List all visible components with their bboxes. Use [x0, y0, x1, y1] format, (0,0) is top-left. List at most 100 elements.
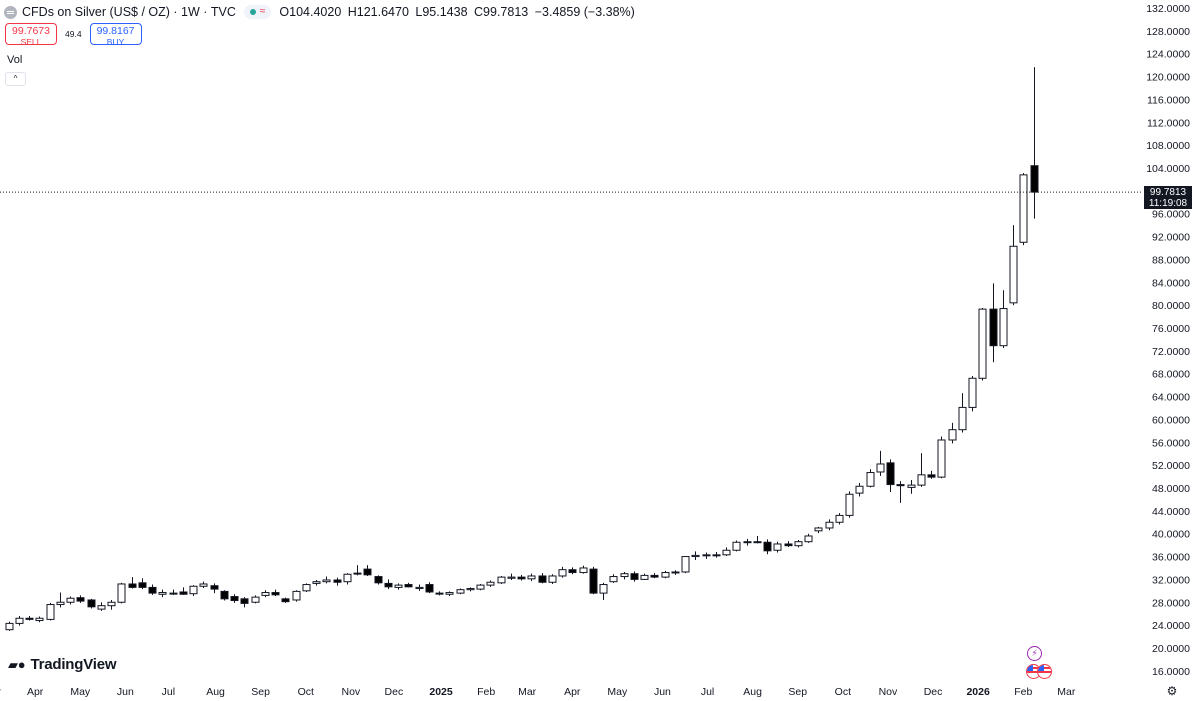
candle-body	[466, 588, 475, 591]
x-tick-label: Sep	[788, 686, 807, 698]
candle-body	[322, 579, 331, 583]
x-tick-label: Jun	[654, 686, 671, 698]
candle-body	[517, 576, 526, 580]
candle-body	[210, 585, 219, 590]
x-tick-label: Mar	[518, 686, 537, 698]
y-tick-label: 108.0000	[1146, 140, 1190, 152]
tradingview-logo[interactable]: ▰● TradingView	[8, 656, 117, 673]
candle-body	[1009, 245, 1018, 304]
candle-body	[794, 541, 803, 547]
x-tick-label: 2025	[429, 686, 453, 698]
volume-indicator-label[interactable]: Vol	[7, 54, 23, 66]
candle-body	[958, 406, 967, 431]
candle-body	[251, 596, 260, 603]
y-tick-label: 16.0000	[1152, 666, 1190, 678]
exchange: TVC	[210, 5, 236, 19]
candle-body	[527, 575, 536, 580]
x-tick-label: ar	[0, 686, 1, 698]
candle-body	[814, 527, 823, 532]
y-tick-label: 28.0000	[1152, 597, 1190, 609]
us-flag-event-icon-2[interactable]	[1037, 664, 1052, 679]
candle-body	[158, 592, 167, 595]
interval[interactable]: 1W	[181, 5, 200, 19]
candle-body	[353, 572, 362, 575]
candle-body	[281, 598, 290, 603]
y-tick-label: 32.0000	[1152, 574, 1190, 586]
gear-icon[interactable]: ⚙	[1166, 684, 1178, 698]
y-tick-label: 124.0000	[1146, 49, 1190, 61]
candle-body	[804, 535, 813, 543]
candle-body	[456, 589, 465, 594]
x-tick-label: Apr	[564, 686, 581, 698]
candle-body	[404, 584, 413, 588]
candle-body	[609, 576, 618, 583]
candle-body	[620, 573, 629, 578]
y-tick-label: 120.0000	[1146, 72, 1190, 84]
x-tick-label: Oct	[835, 686, 851, 698]
candle-body	[107, 601, 116, 607]
symbol-name[interactable]: CFDs on Silver (US$ / OZ)	[22, 5, 170, 19]
buy-price: 99.8167	[96, 25, 135, 37]
candle-body	[117, 583, 126, 603]
candle-body	[896, 484, 905, 487]
collapse-indicators-button[interactable]: ^	[5, 72, 26, 86]
candle-body	[384, 582, 393, 588]
candle-body	[476, 584, 485, 590]
bar-countdown: 11:19:08	[1148, 198, 1188, 209]
candle-body	[56, 601, 65, 606]
y-tick-label: 64.0000	[1152, 392, 1190, 404]
y-tick-label: 104.0000	[1146, 163, 1190, 175]
y-tick-label: 36.0000	[1152, 552, 1190, 564]
candle-body	[548, 575, 557, 583]
x-tick-label: May	[607, 686, 628, 698]
candle-body	[661, 572, 670, 578]
candle-body	[763, 541, 772, 552]
chevron-up-icon: ^	[13, 74, 18, 83]
y-tick-label: 112.0000	[1147, 117, 1190, 129]
x-tick-label: 2026	[966, 686, 990, 698]
candle-body	[240, 598, 249, 604]
candle-body	[486, 581, 495, 586]
high-value: H121.6470	[347, 5, 409, 19]
candle-body	[691, 554, 700, 558]
lightning-event-icon[interactable]: ⚡	[1027, 646, 1042, 661]
candle-body	[855, 485, 864, 494]
candle-body	[507, 576, 516, 579]
candle-body	[87, 599, 96, 608]
candle-body	[138, 582, 147, 588]
trade-buttons: 99.7673 SELL 49.4 99.8167 BUY	[5, 23, 142, 47]
x-tick-label: Oct	[298, 686, 314, 698]
candle-body	[394, 584, 403, 588]
candle-body	[753, 541, 762, 544]
data-delay-wave-icon: ≈	[259, 6, 266, 17]
y-tick-label: 76.0000	[1152, 323, 1190, 335]
candle-body	[599, 584, 608, 594]
candle-body	[978, 308, 987, 379]
candle-body	[568, 569, 577, 574]
open-value: O104.4020	[279, 5, 342, 19]
candle-body	[917, 474, 926, 486]
candle-body	[35, 617, 44, 622]
spread-value: 49.4	[65, 29, 82, 39]
candle-body	[445, 592, 454, 595]
buy-button[interactable]: 99.8167 BUY	[89, 23, 142, 47]
sell-button[interactable]: 99.7673 SELL	[5, 23, 57, 47]
candle-body	[722, 549, 731, 556]
x-tick-label: Apr	[27, 686, 44, 698]
x-tick-label: Dec	[385, 686, 404, 698]
candle-body	[25, 617, 34, 620]
y-tick-label: 128.0000	[1146, 26, 1190, 38]
candle-body	[230, 596, 239, 602]
last-price-value: 99.7813	[1149, 187, 1187, 198]
candle-body	[937, 439, 946, 478]
market-status[interactable]: ≈	[243, 5, 272, 19]
candle-body	[220, 590, 229, 600]
x-tick-label: Mar	[1057, 686, 1076, 698]
candle-body	[630, 573, 639, 580]
candle-body	[732, 541, 741, 551]
change-value: −3.4859 (−3.38%)	[534, 5, 635, 19]
y-tick-label: 60.0000	[1152, 414, 1190, 426]
x-tick-label: Nov	[342, 686, 361, 698]
candle-body	[261, 592, 270, 596]
